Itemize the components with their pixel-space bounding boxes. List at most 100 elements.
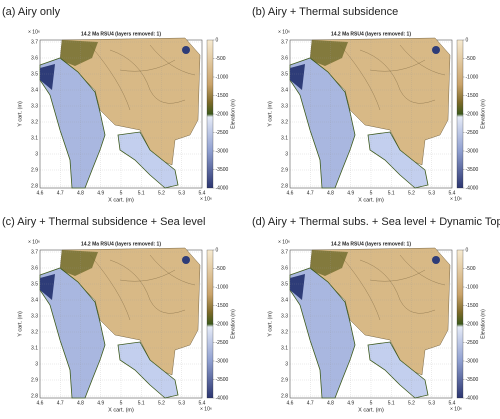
colorbar-tick-label: -2500 [466, 340, 479, 346]
x-tick-label: 4.9 [347, 190, 354, 196]
y-tick-label: 3.6 [31, 55, 38, 61]
x-tick-label: 5.3 [428, 190, 435, 196]
panel: (b) Airy + Thermal subsidence 14.2 Ma RSU… [252, 6, 486, 204]
x-tick-label: 5 [370, 190, 373, 196]
colorbar [206, 249, 214, 399]
panel-label: (d) Airy + Thermal subs. + Sea level + D… [252, 216, 500, 228]
x-tick-label: 4.7 [57, 190, 64, 196]
colorbar-tick-label: -2000 [466, 111, 479, 117]
x-tick-label: 4.8 [77, 190, 84, 196]
colorbar-tick-label: -1000 [216, 284, 229, 290]
x-tick-label: 5.1 [138, 400, 145, 406]
x-tick-label: 4.6 [287, 400, 294, 406]
y-tick-label: 3.7 [31, 39, 38, 45]
y-axis-label: Y cart. (m) [17, 101, 23, 127]
x-tick-label: 4.7 [307, 400, 314, 406]
y-tick-label: 3.1 [31, 135, 38, 141]
colorbar-tick-label: -1500 [216, 93, 229, 99]
y-tick-label: 2.8 [31, 393, 38, 399]
panel-label: (b) Airy + Thermal subsidence [252, 6, 398, 18]
x-tick-label: 5.4 [199, 400, 206, 406]
panel-label: (a) Airy only [2, 6, 61, 18]
panel: (a) Airy only 14.2 Ma RSU4 (layers remove… [2, 6, 236, 204]
colorbar-tick-label: -500 [216, 56, 226, 62]
map-title: 14.2 Ma RSU4 (layers removed: 1) [331, 241, 411, 247]
x-tick-label: 4.7 [57, 400, 64, 406]
x-tick-label: 4.6 [287, 190, 294, 196]
colorbar-tick-label: -2500 [216, 130, 229, 136]
y-tick-label: 3.1 [31, 345, 38, 351]
colorbar-tick-label: -2000 [466, 321, 479, 327]
x-tick-label: 5 [120, 190, 123, 196]
y-tick-label: 3.6 [31, 265, 38, 271]
x-axis-label: X cart. (m) [108, 407, 134, 413]
x-tick-label: 5.4 [199, 190, 206, 196]
colorbar-label: Elevation (m) [230, 99, 236, 129]
x-tick-label: 5.2 [408, 400, 415, 406]
colorbar-tick-label: -2000 [216, 321, 229, 327]
colorbar-tick-label: -1000 [466, 284, 479, 290]
colorbar-tick-label: 0 [466, 37, 469, 43]
colorbar-tick-label: -3000 [216, 148, 229, 154]
map-title: 14.2 Ma RSU4 (layers removed: 1) [331, 31, 411, 37]
y-tick-label: 3.5 [31, 281, 38, 287]
y-tick-label: 3 [35, 151, 38, 157]
x-exponent: × 10⁶ [200, 406, 212, 412]
panel: (c) Airy + Thermal subsidence + Sea leve… [2, 216, 236, 414]
y-tick-label: 3.7 [31, 249, 38, 255]
colorbar-tick-label: -2500 [466, 130, 479, 136]
y-tick-label: 3.4 [281, 297, 288, 303]
x-exponent: × 10⁶ [200, 196, 212, 202]
y-tick-label: 3.3 [281, 313, 288, 319]
y-tick-label: 2.9 [31, 377, 38, 383]
y-tick-label: 3.1 [281, 345, 288, 351]
x-tick-label: 5.4 [449, 400, 456, 406]
colorbar-tick-label: -4000 [466, 395, 479, 401]
colorbar-tick-label: -1500 [466, 303, 479, 309]
y-exponent: × 10⁶ [28, 29, 40, 35]
x-tick-label: 4.9 [347, 400, 354, 406]
y-tick-label: 2.8 [281, 393, 288, 399]
x-tick-label: 4.8 [327, 190, 334, 196]
colorbar-tick-label: -1000 [216, 74, 229, 80]
y-axis-label: Y cart. (m) [267, 311, 273, 337]
y-exponent: × 10⁶ [278, 239, 290, 245]
y-tick-label: 2.9 [31, 167, 38, 173]
x-tick-label: 4.9 [97, 190, 104, 196]
y-tick-label: 3.6 [281, 265, 288, 271]
y-tick-label: 3 [285, 361, 288, 367]
map-title: 14.2 Ma RSU4 (layers removed: 1) [81, 31, 161, 37]
colorbar-tick-label: -500 [466, 266, 476, 272]
x-tick-label: 5.2 [408, 190, 415, 196]
y-exponent: × 10⁶ [278, 29, 290, 35]
colorbar [456, 39, 464, 189]
y-tick-label: 2.9 [281, 167, 288, 173]
colorbar-tick-label: -3500 [466, 167, 479, 173]
x-tick-label: 5.1 [388, 400, 395, 406]
colorbar-tick-label: 0 [216, 247, 219, 253]
colorbar-tick-label: -2500 [216, 340, 229, 346]
y-tick-label: 3.6 [281, 55, 288, 61]
x-tick-label: 5 [120, 400, 123, 406]
y-tick-label: 3.2 [281, 119, 288, 125]
y-tick-label: 3.4 [281, 87, 288, 93]
colorbar-label: Elevation (m) [230, 309, 236, 339]
panel-label: (c) Airy + Thermal subsidence + Sea leve… [2, 216, 205, 228]
y-tick-label: 3.2 [281, 329, 288, 335]
colorbar [456, 249, 464, 399]
x-tick-label: 5.1 [138, 190, 145, 196]
y-tick-label: 3.2 [31, 119, 38, 125]
colorbar-label: Elevation (m) [480, 99, 486, 129]
colorbar-tick-label: -1500 [466, 93, 479, 99]
colorbar-tick-label: -2000 [216, 111, 229, 117]
y-tick-label: 3.7 [281, 249, 288, 255]
x-tick-label: 4.7 [307, 190, 314, 196]
colorbar-tick-label: -3000 [466, 358, 479, 364]
colorbar-tick-label: -500 [216, 266, 226, 272]
y-tick-label: 3.5 [31, 71, 38, 77]
x-tick-label: 4.6 [37, 400, 44, 406]
y-tick-label: 2.9 [281, 377, 288, 383]
x-axis-label: X cart. (m) [108, 197, 134, 203]
y-tick-label: 2.8 [281, 183, 288, 189]
x-axis-label: X cart. (m) [358, 197, 384, 203]
